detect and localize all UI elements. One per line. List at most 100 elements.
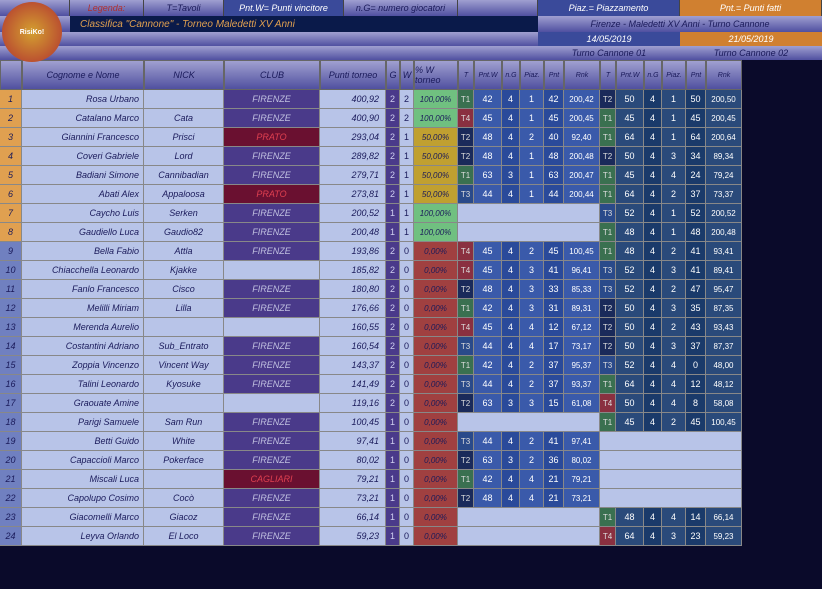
- table-row: 20Capaccioli MarcoPokerfaceFIRENZE80,021…: [0, 451, 822, 470]
- turn-pz: 1: [520, 90, 544, 109]
- pct-cell: 50,00%: [414, 128, 458, 147]
- turn-pw: 63: [474, 451, 502, 470]
- nick-cell: [144, 470, 224, 489]
- points-cell: 119,16: [320, 394, 386, 413]
- turn-pz: 3: [520, 261, 544, 280]
- turn-t: T4: [458, 242, 474, 261]
- turn-t: T3: [600, 356, 616, 375]
- turn-pt: 37: [544, 375, 564, 394]
- w-cell: 0: [400, 261, 414, 280]
- points-cell: 160,55: [320, 318, 386, 337]
- turn-pz: 1: [520, 185, 544, 204]
- rank-cell: 2: [0, 109, 22, 128]
- club-cell: FIRENZE: [224, 166, 320, 185]
- turn-rk: 73,21: [564, 489, 600, 508]
- club-cell: FIRENZE: [224, 299, 320, 318]
- turn-empty: [458, 413, 600, 432]
- turn-pz: 2: [662, 280, 686, 299]
- turn-pt: 50: [686, 90, 706, 109]
- g-cell: 1: [386, 204, 400, 223]
- pct-cell: 0,00%: [414, 337, 458, 356]
- turn-rk: 80,02: [564, 451, 600, 470]
- turn-pw: 52: [616, 204, 644, 223]
- w-cell: 2: [400, 90, 414, 109]
- name-cell: Gaudiello Luca: [22, 223, 144, 242]
- turn-rk: 200,64: [706, 128, 742, 147]
- turn-pt: 37: [686, 185, 706, 204]
- turn-pt: 33: [544, 280, 564, 299]
- turn-pz: 4: [520, 318, 544, 337]
- turn-ng: 3: [502, 451, 520, 470]
- w-cell: 0: [400, 470, 414, 489]
- w-cell: 0: [400, 432, 414, 451]
- name-cell: Capolupo Cosimo: [22, 489, 144, 508]
- turn-rk: 87,35: [706, 299, 742, 318]
- turn-ng: 4: [644, 242, 662, 261]
- turn-pt: 23: [686, 527, 706, 546]
- turn-pw: 64: [616, 128, 644, 147]
- turn-pw: 48: [474, 489, 502, 508]
- pct-cell: 0,00%: [414, 261, 458, 280]
- turn-pz: 1: [662, 128, 686, 147]
- w-cell: 0: [400, 318, 414, 337]
- w-cell: 0: [400, 413, 414, 432]
- turn-t: T1: [600, 166, 616, 185]
- rank-cell: 18: [0, 413, 22, 432]
- turn-pw: 63: [474, 394, 502, 413]
- turn-pt: 63: [544, 166, 564, 185]
- turn-row: Turno Cannone 01Turno Cannone 02: [0, 46, 822, 60]
- turn-t: T3: [600, 204, 616, 223]
- name-cell: Rosa Urbano: [22, 90, 144, 109]
- turn-rk: 73,17: [564, 337, 600, 356]
- turn-t: T2: [458, 394, 474, 413]
- name-cell: Coveri Gabriele: [22, 147, 144, 166]
- turn-ng: 4: [502, 318, 520, 337]
- table-row: 19Betti GuidoWhiteFIRENZE97,41100,00%T34…: [0, 432, 822, 451]
- points-cell: 97,41: [320, 432, 386, 451]
- turn-ng: 4: [644, 337, 662, 356]
- turn-pw: 45: [474, 109, 502, 128]
- turn-rk: 200,45: [706, 109, 742, 128]
- turn-pz: 1: [520, 109, 544, 128]
- turn-pt: 12: [686, 375, 706, 394]
- turn-ng: 4: [644, 508, 662, 527]
- club-cell: FIRENZE: [224, 147, 320, 166]
- nick-cell: Cisco: [144, 280, 224, 299]
- turn-t: T3: [600, 280, 616, 299]
- g-cell: 1: [386, 223, 400, 242]
- pct-cell: 0,00%: [414, 318, 458, 337]
- turn-ng: 4: [644, 261, 662, 280]
- turn-pw: 48: [474, 280, 502, 299]
- club-cell: FIRENZE: [224, 204, 320, 223]
- nick-cell: Cata: [144, 109, 224, 128]
- turn-ng: 4: [644, 204, 662, 223]
- turn-t: T3: [458, 185, 474, 204]
- turn-t: T2: [458, 128, 474, 147]
- turn-ng: 3: [502, 394, 520, 413]
- turn-t: T4: [458, 109, 474, 128]
- turn-ng: 4: [644, 356, 662, 375]
- turn-rk: 200,48: [564, 147, 600, 166]
- turn-pz: 4: [662, 375, 686, 394]
- w-cell: 0: [400, 337, 414, 356]
- turn-t: T3: [458, 375, 474, 394]
- turn-pz: 3: [520, 280, 544, 299]
- points-cell: 73,21: [320, 489, 386, 508]
- name-cell: Graouate Amine: [22, 394, 144, 413]
- rank-cell: 17: [0, 394, 22, 413]
- name-cell: Giannini Francesco: [22, 128, 144, 147]
- turn-pz: 1: [520, 147, 544, 166]
- w-cell: 0: [400, 451, 414, 470]
- turn-empty: [458, 508, 600, 527]
- turn-t: T1: [600, 185, 616, 204]
- turn-ng: 4: [644, 318, 662, 337]
- pct-cell: 0,00%: [414, 432, 458, 451]
- turn-pt: 41: [686, 261, 706, 280]
- turn-pz: 2: [520, 432, 544, 451]
- turn-pz: 1: [662, 90, 686, 109]
- turn-ng: 4: [502, 185, 520, 204]
- table-row: 12Melilli MiriamLillaFIRENZE176,66200,00…: [0, 299, 822, 318]
- turn-pt: 34: [686, 147, 706, 166]
- turn-pz: 4: [520, 470, 544, 489]
- points-cell: 200,52: [320, 204, 386, 223]
